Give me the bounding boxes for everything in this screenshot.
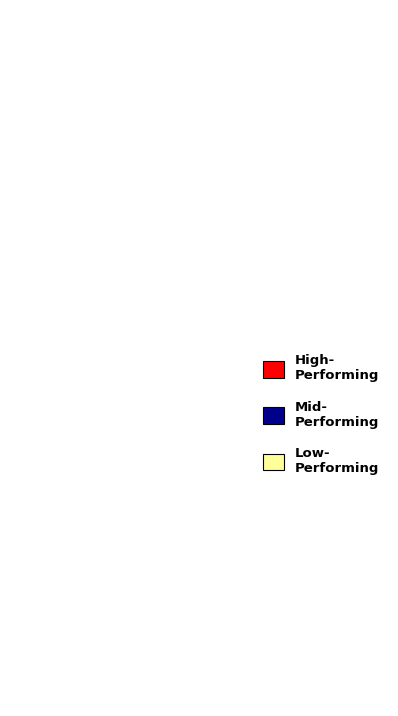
Legend: High-
Performing, Mid-
Performing, Low-
Performing: High- Performing, Mid- Performing, Low- … xyxy=(263,354,379,475)
